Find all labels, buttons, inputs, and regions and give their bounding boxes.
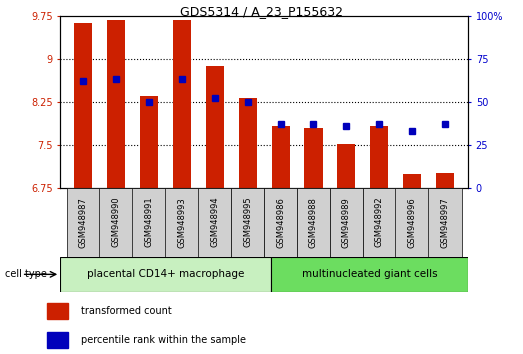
Text: GSM948992: GSM948992 xyxy=(375,197,384,247)
Bar xyxy=(238,98,257,188)
Text: GSM948986: GSM948986 xyxy=(276,197,285,247)
Bar xyxy=(395,188,429,257)
Bar xyxy=(99,188,133,257)
Text: multinucleated giant cells: multinucleated giant cells xyxy=(302,269,437,279)
Text: GSM948997: GSM948997 xyxy=(440,197,450,247)
Text: GSM948996: GSM948996 xyxy=(407,197,417,247)
Text: GSM948990: GSM948990 xyxy=(111,197,121,247)
Bar xyxy=(74,23,92,188)
Bar xyxy=(271,126,290,188)
Text: GSM948988: GSM948988 xyxy=(309,197,318,247)
Bar xyxy=(140,96,158,188)
Bar xyxy=(60,257,271,292)
Bar xyxy=(66,188,100,257)
Bar xyxy=(107,20,125,188)
Bar xyxy=(362,188,396,257)
Bar xyxy=(47,332,68,348)
Bar xyxy=(297,188,330,257)
Bar xyxy=(264,188,297,257)
Bar xyxy=(403,175,421,188)
Bar xyxy=(337,144,356,188)
Text: GSM948993: GSM948993 xyxy=(177,197,186,247)
Text: GDS5314 / A_23_P155632: GDS5314 / A_23_P155632 xyxy=(180,5,343,18)
Bar xyxy=(198,188,232,257)
Text: cell type: cell type xyxy=(5,269,47,279)
Text: GSM948991: GSM948991 xyxy=(144,197,153,247)
Text: placental CD14+ macrophage: placental CD14+ macrophage xyxy=(87,269,244,279)
Text: GSM948989: GSM948989 xyxy=(342,197,351,247)
Bar xyxy=(304,127,323,188)
Bar xyxy=(206,66,224,188)
Bar xyxy=(370,126,388,188)
Bar xyxy=(231,188,264,257)
Bar xyxy=(271,257,468,292)
Bar xyxy=(329,188,363,257)
Text: GSM948994: GSM948994 xyxy=(210,197,219,247)
Bar xyxy=(47,303,68,319)
Bar xyxy=(132,188,166,257)
Bar xyxy=(436,173,454,188)
Text: GSM948987: GSM948987 xyxy=(78,197,88,247)
Bar xyxy=(173,20,191,188)
Text: GSM948995: GSM948995 xyxy=(243,197,252,247)
Bar xyxy=(165,188,199,257)
Bar xyxy=(428,188,462,257)
Text: percentile rank within the sample: percentile rank within the sample xyxy=(81,335,246,345)
Text: transformed count: transformed count xyxy=(81,306,172,316)
